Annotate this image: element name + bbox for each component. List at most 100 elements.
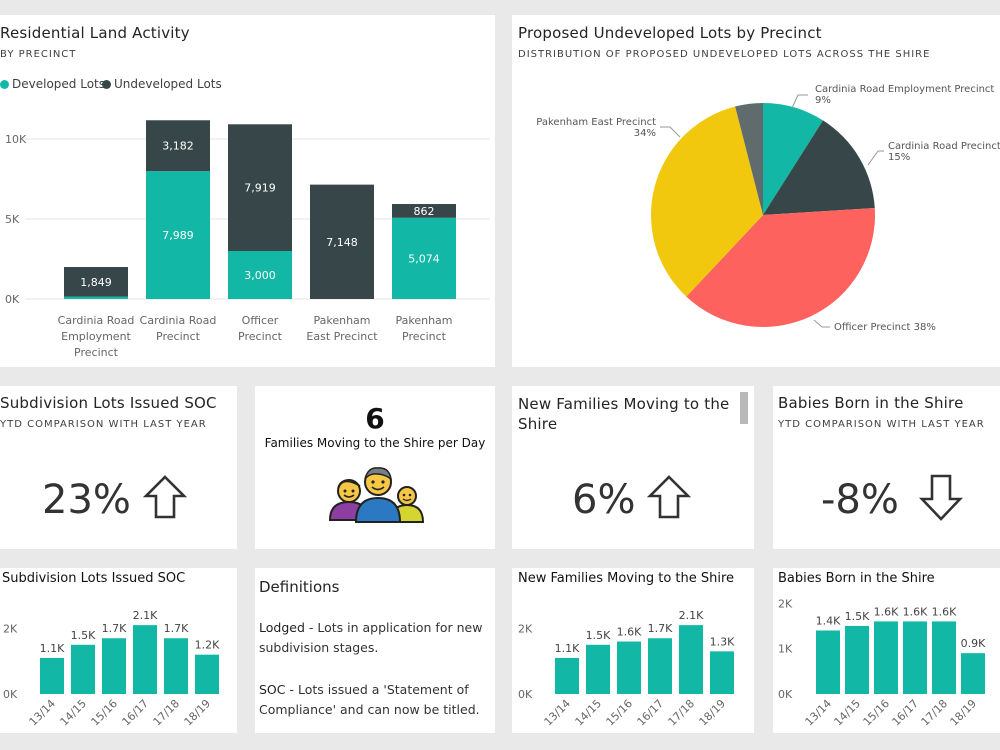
definition-term: Lodged	[259, 620, 305, 635]
y-tick-label: 0K	[5, 293, 20, 306]
bar	[40, 657, 64, 694]
y-tick-label: 10K	[5, 133, 27, 146]
y-tick-label: 0K	[518, 688, 533, 701]
pie-slice	[735, 103, 763, 215]
x-tick-label: Pakenham	[313, 314, 370, 327]
bar	[195, 654, 219, 694]
slice-label: Cardinia Road Precinct	[888, 141, 1000, 152]
scrollbar-thumb[interactable]	[740, 392, 748, 424]
bar	[679, 625, 703, 694]
bar	[133, 625, 157, 694]
y-tick-label: 5K	[5, 213, 20, 226]
arrow-up-icon	[646, 475, 692, 519]
bar	[961, 653, 985, 694]
x-tick-label: 16/17	[635, 697, 667, 729]
babies-trend-tile[interactable]: Babies Born in the Shire 0K 1K 2K 1.4K 13/14…	[773, 568, 1000, 733]
data-label: 3,000	[244, 269, 276, 282]
bar-segment	[310, 184, 374, 299]
kpi-new-families-tile[interactable]: New Families Moving to the Shire 6%	[512, 386, 754, 549]
data-label: 2.1K	[679, 609, 704, 622]
bar	[874, 621, 898, 694]
slice-label: Pakenham East Precinct	[536, 117, 656, 128]
bar-segment	[392, 204, 456, 218]
bar	[845, 625, 869, 694]
data-label: 1.5K	[845, 610, 870, 623]
x-tick-label: 17/18	[666, 697, 698, 729]
x-tick-label: 16/17	[120, 697, 152, 729]
x-tick-label: Cardinia Road	[58, 314, 135, 327]
data-label: 1.1K	[40, 642, 65, 655]
bar	[586, 644, 610, 694]
slice-label-pct: 9%	[815, 95, 831, 106]
y-tick-label: 2K	[3, 622, 18, 635]
data-label: 1.4K	[816, 614, 841, 627]
legend-dot-icon	[102, 80, 111, 89]
x-tick-label: 13/14	[27, 697, 59, 729]
data-label: 1.3K	[710, 635, 735, 648]
tile-title: Proposed Undeveloped Lots by Precinct	[518, 24, 822, 42]
data-label: 7,989	[162, 229, 194, 242]
legend-label: Undeveloped Lots	[114, 77, 222, 91]
definitions-title: Definitions	[259, 578, 340, 596]
data-label: 1.2K	[195, 639, 220, 652]
leader-line	[791, 94, 808, 109]
x-tick-label: 17/18	[151, 697, 183, 729]
kpi-value: 6%	[572, 477, 636, 523]
bar	[648, 638, 672, 694]
x-tick-label: 18/19	[948, 697, 980, 729]
tile-title: Babies Born in the Shire	[778, 571, 935, 586]
x-tick-label: Precinct	[402, 330, 447, 343]
families-per-day-label: Families Moving to the Shire per Day	[264, 436, 486, 450]
families-per-day-tile[interactable]: 6 Families Moving to the Shire per Day	[255, 386, 495, 549]
data-label: 1.5K	[586, 629, 611, 642]
tile-subtitle: YTD COMPARISON WITH LAST YEAR	[0, 419, 207, 430]
definitions-tile: Definitions Lodged - Lots in application…	[255, 568, 495, 733]
data-label: 1.6K	[874, 605, 899, 618]
kpi-soc-tile[interactable]: Subdivision Lots Issued SOC YTD COMPARIS…	[0, 386, 237, 549]
legend-developed[interactable]: Developed Lots	[0, 77, 105, 91]
x-tick-label: East Precinct	[306, 330, 378, 343]
families-per-day-number: 6	[365, 402, 385, 435]
slice-label-pct: 15%	[888, 152, 910, 163]
y-tick-label: 0K	[778, 688, 793, 701]
bar-segment	[64, 267, 128, 297]
definition-soc: SOC - Lots issued a 'Statement of Compli…	[259, 680, 489, 720]
proposed-undeveloped-lots-tile[interactable]: Proposed Undeveloped Lots by Precinct DI…	[512, 15, 1000, 367]
slice-label: Cardinia Road Employment Precinct	[815, 84, 994, 95]
definition-term: SOC	[259, 682, 286, 697]
data-label: 1,849	[80, 276, 112, 289]
data-label: 1.1K	[555, 642, 580, 655]
bar-segment	[146, 120, 210, 172]
legend-dot-icon	[0, 80, 9, 89]
bar	[555, 657, 579, 694]
x-tick-label: Employment	[61, 330, 131, 343]
legend-undeveloped[interactable]: Undeveloped Lots	[102, 77, 222, 91]
data-label: 1.7K	[648, 622, 673, 635]
pie-slice	[686, 207, 875, 328]
x-tick-label: 13/14	[803, 697, 835, 729]
babies-bar-chart: 0K 1K 2K 1.4K 13/14 1.5K 14/15 1.6K 15/16 1.6K 16/…	[778, 597, 986, 729]
tile-title: Babies Born in the Shire	[778, 394, 964, 412]
x-tick-label: 16/17	[890, 697, 922, 729]
bar	[71, 644, 95, 694]
x-tick-label: Precinct	[238, 330, 283, 343]
x-tick-label: 15/16	[89, 697, 121, 729]
x-tick-label: Pakenham	[395, 314, 452, 327]
bar	[617, 641, 641, 694]
tile-title: New Families Moving to the Shire	[518, 571, 735, 586]
kpi-babies-tile[interactable]: Babies Born in the Shire YTD COMPARISON …	[773, 386, 1000, 549]
bar-segment	[146, 171, 210, 299]
data-label: 862	[414, 205, 435, 218]
data-label: 3,182	[162, 140, 194, 153]
families-trend-tile[interactable]: New Families Moving to the Shire 0K 2K 1.1…	[512, 568, 754, 733]
soc-trend-tile[interactable]: Subdivision Lots Issued SOC 0K 2K 1.1K 13/1…	[0, 568, 237, 733]
x-tick-label: Cardinia Road	[140, 314, 217, 327]
y-tick-label: 1K	[778, 643, 793, 656]
data-label: 1.7K	[164, 622, 189, 635]
bar	[710, 651, 734, 694]
leader-line	[813, 319, 830, 328]
bar	[816, 630, 840, 694]
tile-title: New Families Moving to the Shire	[518, 395, 730, 433]
bar	[903, 621, 927, 694]
residential-land-activity-tile[interactable]: Residential Land Activity BY PRECINCT De…	[0, 15, 495, 367]
